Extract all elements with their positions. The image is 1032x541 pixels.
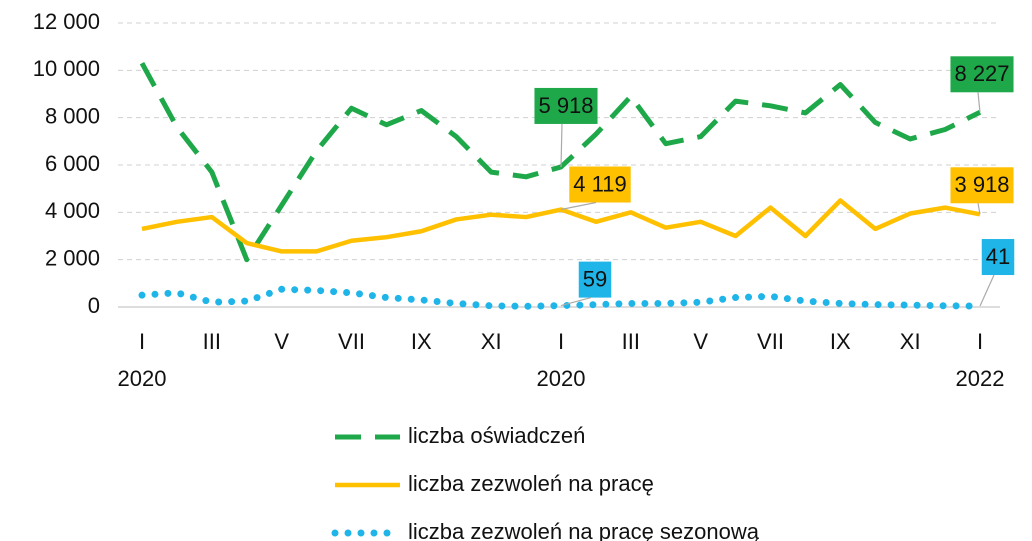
data-label: 8 227 [950, 56, 1014, 113]
y-tick-label: 4 000 [45, 198, 100, 223]
x-tick-label: IX [830, 329, 851, 354]
data-label-text: 4 119 [573, 171, 626, 196]
x-tick-label: XI [900, 329, 921, 354]
data-label-box [950, 167, 1014, 204]
data-label: 5 918 [534, 87, 598, 167]
data-label-box [981, 239, 1015, 276]
data-label: 3 918 [950, 167, 1014, 215]
data-label-box [950, 56, 1014, 93]
data-label-box [578, 261, 612, 298]
y-tick-label: 6 000 [45, 151, 100, 176]
data-label: 41 [979, 239, 1015, 307]
leader-line [560, 297, 592, 307]
leader-line [560, 123, 563, 167]
series-line [138, 285, 984, 310]
leader-line [977, 92, 981, 113]
x-tick-label: VII [757, 329, 784, 354]
leader-line [977, 203, 981, 215]
data-label: 4 119 [560, 166, 631, 211]
data-label-text: 41 [986, 244, 1010, 269]
data-label-text: 8 227 [954, 61, 1009, 86]
x-tick-label: V [693, 329, 708, 354]
legend-label: liczba zezwoleń na pracę [408, 471, 654, 496]
x-tick-label: I [139, 329, 145, 354]
series-line [139, 62, 982, 263]
x-tick-label: III [203, 329, 221, 354]
year-label: 2022 [956, 366, 1005, 391]
data-label-box [569, 166, 631, 203]
legend-label: liczba zezwoleń na pracę sezonową [408, 519, 760, 541]
leader-line [560, 201, 597, 211]
year-label: 2020 [118, 366, 167, 391]
y-tick-label: 10 000 [33, 56, 100, 81]
x-tick-label: I [977, 329, 983, 354]
x-tick-label: VII [338, 329, 365, 354]
y-tick-label: 12 000 [33, 9, 100, 34]
y-tick-label: 0 [88, 293, 100, 318]
x-tick-label: XI [481, 329, 502, 354]
x-tick-label: IX [411, 329, 432, 354]
x-tick-label: III [622, 329, 640, 354]
y-tick-label: 8 000 [45, 103, 100, 128]
data-label-box [534, 87, 598, 124]
y-tick-label: 2 000 [45, 245, 100, 270]
leader-line [979, 274, 995, 307]
data-label-text: 5 918 [538, 93, 593, 118]
data-label: 59 [560, 261, 612, 307]
x-tick-label: V [274, 329, 289, 354]
data-label-text: 59 [583, 266, 607, 291]
data-label-text: 3 918 [954, 172, 1009, 197]
legend-label: liczba oświadczeń [408, 423, 585, 448]
year-label: 2020 [537, 366, 586, 391]
x-tick-label: I [558, 329, 564, 354]
